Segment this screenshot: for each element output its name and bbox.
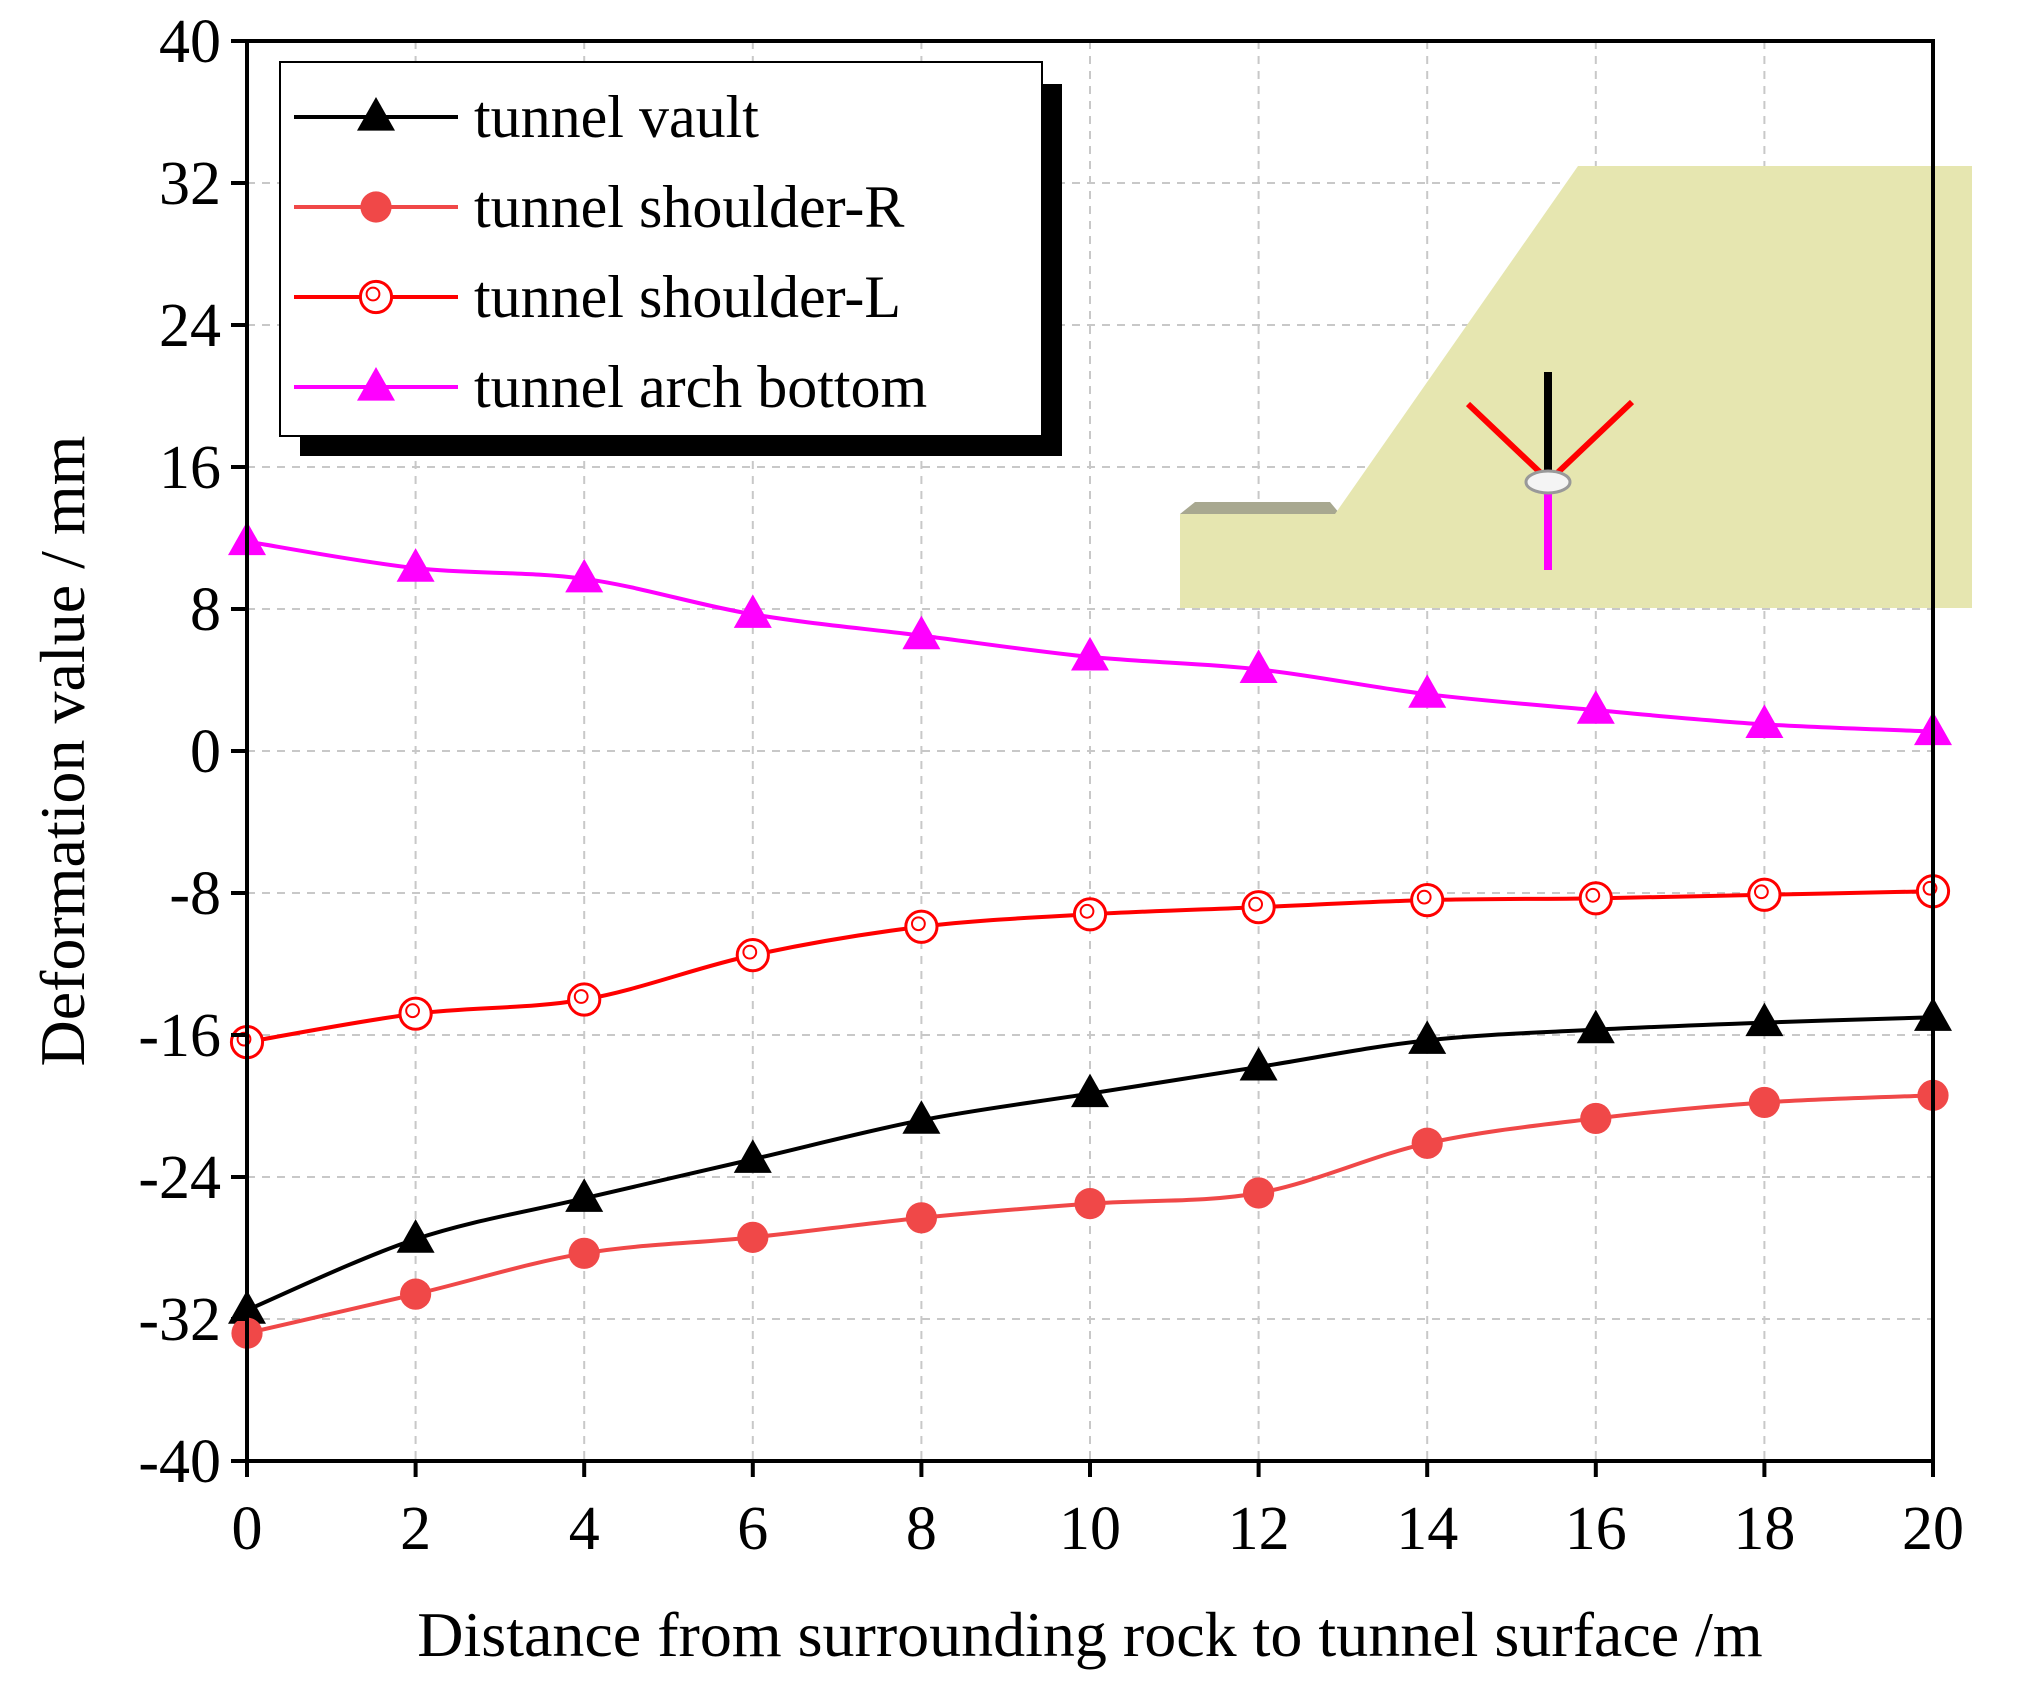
inset-shoulder-r-line xyxy=(1549,399,1635,481)
y-tick-label: -16 xyxy=(138,1002,221,1070)
data-point xyxy=(1747,877,1782,912)
data-point xyxy=(398,996,433,1031)
data-point xyxy=(1410,883,1445,918)
series-line xyxy=(246,889,1934,1045)
y-tick-label: -32 xyxy=(138,1286,221,1354)
data-point xyxy=(1408,674,1447,708)
x-tick-label: 20 xyxy=(1902,1495,1964,1563)
data-point xyxy=(1576,690,1615,724)
inset-shoulder-l-line xyxy=(1465,401,1549,481)
series-layer xyxy=(228,521,1952,1349)
data-point xyxy=(1411,1127,1443,1159)
x-tick-label: 0 xyxy=(232,1495,263,1563)
data-point xyxy=(1074,1188,1106,1220)
legend-label: tunnel arch bottom xyxy=(474,354,927,420)
inset-tunnel-opening xyxy=(1524,469,1572,495)
legend-label: tunnel vault xyxy=(474,84,759,150)
legend-label: tunnel shoulder-L xyxy=(474,264,901,330)
legend: tunnel vault tunnel shoulder-R tunnel shou… xyxy=(279,61,1062,456)
data-point xyxy=(396,548,435,582)
y-tick-label: 0 xyxy=(190,718,221,786)
axis-ticks: 0 2 4 6 8 10 12 14 16 18 20-40-32-24-16-8081624324… xyxy=(138,8,1964,1563)
data-point xyxy=(1576,1009,1615,1044)
legend-item: tunnel shoulder-R xyxy=(294,174,904,240)
data-point xyxy=(905,1202,938,1234)
y-tick-label: -24 xyxy=(138,1144,221,1212)
data-point xyxy=(400,1278,432,1310)
x-axis-title: Distance from surrounding rock to tunnel… xyxy=(417,1599,1762,1670)
data-point xyxy=(396,1219,435,1253)
data-point xyxy=(737,1221,769,1253)
x-tick-label: 6 xyxy=(737,1495,768,1563)
data-point xyxy=(1239,1046,1278,1081)
legend-item: tunnel vault xyxy=(294,84,759,150)
x-tick-label: 10 xyxy=(1059,1495,1121,1563)
data-point xyxy=(1072,897,1108,932)
y-tick-label: 16 xyxy=(159,434,221,502)
inset-slope-body xyxy=(1180,166,1972,608)
legend-marker xyxy=(358,279,394,315)
legend-item: tunnel arch bottom xyxy=(294,354,927,420)
data-point xyxy=(735,938,770,973)
legend-item: tunnel shoulder-L xyxy=(294,264,901,330)
data-point xyxy=(733,594,772,628)
data-point xyxy=(1580,1102,1612,1135)
legend-marker xyxy=(360,191,392,223)
y-tick-label: -8 xyxy=(169,860,221,928)
x-tick-label: 8 xyxy=(906,1495,937,1563)
data-point xyxy=(1239,649,1278,683)
data-point xyxy=(1748,1086,1780,1119)
x-tick-label: 2 xyxy=(400,1495,431,1563)
y-tick-label: 24 xyxy=(159,292,221,360)
data-point xyxy=(1745,704,1784,738)
data-point xyxy=(1241,890,1276,925)
legend-label: tunnel shoulder-R xyxy=(474,174,904,240)
inset-ground-top xyxy=(1180,502,1340,514)
data-point xyxy=(1745,1002,1784,1037)
legend-marker xyxy=(357,367,395,401)
x-tick-label: 12 xyxy=(1228,1495,1290,1563)
y-axis-title: Deformation value / mm xyxy=(27,436,98,1067)
data-point xyxy=(568,1237,600,1269)
legend-marker xyxy=(357,97,395,131)
data-point xyxy=(733,1139,772,1173)
data-point xyxy=(902,1100,941,1134)
data-point xyxy=(565,558,604,593)
data-point xyxy=(902,615,941,650)
slope-tunnel-inset xyxy=(1180,166,1972,608)
y-tick-label: 32 xyxy=(159,150,221,218)
data-point xyxy=(1071,636,1109,671)
y-tick-label: 40 xyxy=(159,8,221,76)
grid-lines xyxy=(247,41,1933,1461)
data-point xyxy=(1578,881,1613,916)
data-point xyxy=(565,1178,604,1212)
data-point xyxy=(1243,1177,1275,1209)
x-tick-label: 14 xyxy=(1396,1495,1458,1563)
x-tick-label: 16 xyxy=(1565,1495,1627,1563)
series-1 xyxy=(231,1079,1949,1349)
x-tick-label: 4 xyxy=(569,1495,600,1563)
y-tick-label: -40 xyxy=(138,1428,221,1496)
legend-box xyxy=(279,61,1043,437)
data-point xyxy=(1071,1073,1109,1108)
data-point xyxy=(1408,1020,1447,1054)
x-tick-label: 18 xyxy=(1733,1495,1795,1563)
data-point xyxy=(567,982,602,1017)
data-point xyxy=(904,909,939,944)
y-tick-label: 8 xyxy=(190,576,221,644)
series-2 xyxy=(229,874,1951,1060)
